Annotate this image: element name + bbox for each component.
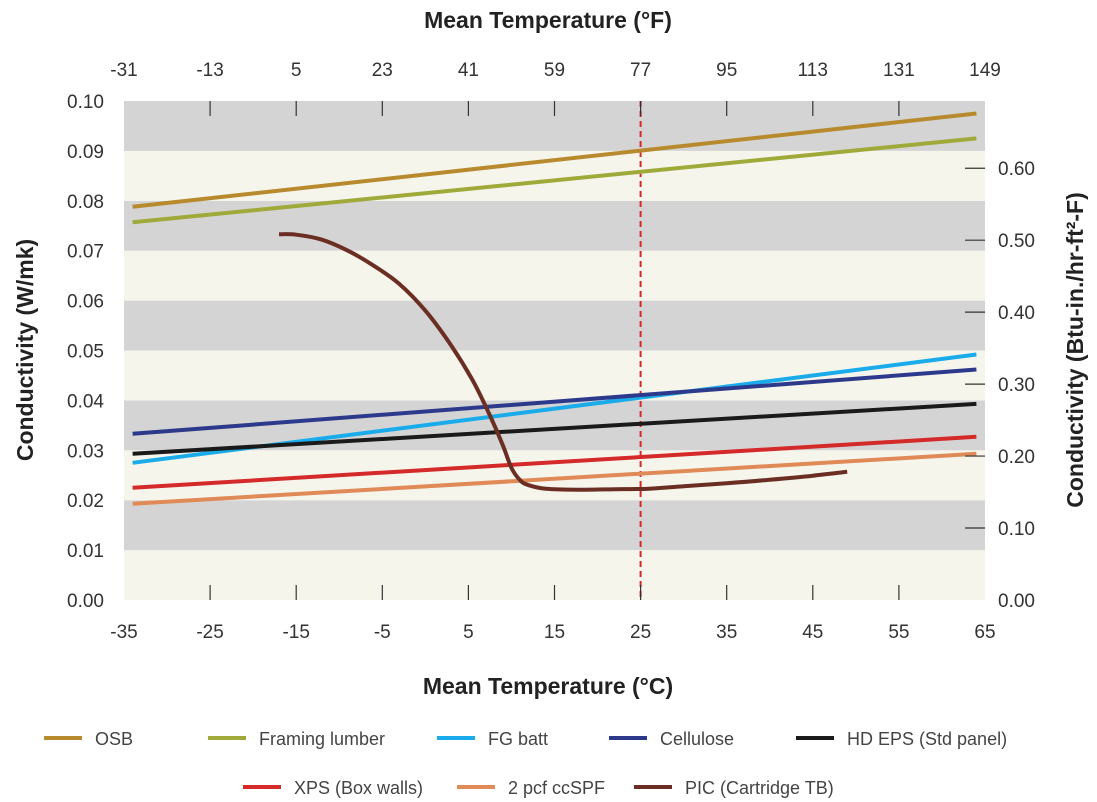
y-tick-label: 0.07 xyxy=(67,242,104,263)
x2-tick-label: 5 xyxy=(291,60,302,81)
x2-tick-label: 95 xyxy=(716,60,737,81)
legend-label-0: OSB xyxy=(95,729,133,749)
x2-tick-label: 23 xyxy=(372,60,393,81)
left-axis-title: Conductivity (W/mk) xyxy=(12,239,38,461)
x-tick-label: -25 xyxy=(196,622,223,643)
x-tick-label: 55 xyxy=(888,622,909,643)
y-tick-label: 0.00 xyxy=(67,591,104,612)
x-tick-label: 65 xyxy=(974,622,995,643)
x2-tick-label: 41 xyxy=(458,60,479,81)
y2-tick-label: 0.60 xyxy=(998,159,1035,180)
x2-tick-label: -13 xyxy=(196,60,223,81)
x2-tick-label: 77 xyxy=(630,60,651,81)
y2-tick-label: 0.00 xyxy=(998,591,1035,612)
tick-labels: -35 -25 -15 -5 5 15 25 35 45 55 65 -31 -13 5 23 41 59 77 9… xyxy=(67,60,1035,643)
y-tick-label: 0.08 xyxy=(67,192,104,213)
x-tick-label: -15 xyxy=(282,622,309,643)
legend-label-5: XPS (Box walls) xyxy=(294,778,423,798)
bottom-axis-title: Mean Temperature (°C) xyxy=(423,673,673,699)
y2-tick-label: 0.20 xyxy=(998,447,1035,468)
x2-tick-label: 149 xyxy=(969,60,1001,81)
y-tick-label: 0.06 xyxy=(67,292,104,313)
x-tick-label: 5 xyxy=(463,622,474,643)
x-tick-label: 15 xyxy=(544,622,565,643)
series-line-4 xyxy=(132,401,977,456)
series-line-0 xyxy=(132,111,977,209)
legend-label-7: PIC (Cartridge TB) xyxy=(685,778,834,798)
band-2 xyxy=(124,450,985,501)
series-line-1 xyxy=(132,136,977,225)
series-line-6 xyxy=(132,451,977,506)
y2-tick-label: 0.10 xyxy=(998,519,1035,540)
band-6 xyxy=(124,250,985,301)
x2-tick-label: 131 xyxy=(883,60,915,81)
series-line-3 xyxy=(132,367,977,436)
x-tick-label: 35 xyxy=(716,622,737,643)
y2-tick-label: 0.50 xyxy=(998,231,1035,252)
y-tick-label: 0.05 xyxy=(67,342,104,363)
band-5 xyxy=(124,300,985,351)
y2-tick-label: 0.30 xyxy=(998,375,1035,396)
series-line-7 xyxy=(278,232,848,492)
y-tick-label: 0.04 xyxy=(67,391,104,412)
right-axis-title: Conductivity (Btu-in./hr-ft²-F) xyxy=(1062,192,1088,508)
axis-ticks xyxy=(209,101,985,600)
background-bands xyxy=(124,101,985,600)
legend-label-2: FG batt xyxy=(488,729,548,749)
series-line-5 xyxy=(132,434,977,490)
top-axis-title: Mean Temperature (°F) xyxy=(424,7,672,33)
x-tick-label: -35 xyxy=(110,622,137,643)
y-tick-label: 0.02 xyxy=(67,491,104,512)
x2-tick-label: 59 xyxy=(544,60,565,81)
y-tick-label: 0.10 xyxy=(67,92,104,113)
x-tick-label: -5 xyxy=(374,622,391,643)
y-tick-label: 0.03 xyxy=(67,441,104,462)
legend-label-6: 2 pcf ccSPF xyxy=(508,778,605,798)
series-layer xyxy=(132,111,977,506)
y-tick-label: 0.01 xyxy=(67,541,104,562)
y-tick-label: 0.09 xyxy=(67,142,104,163)
x2-tick-label: 113 xyxy=(798,60,828,81)
legend-label-4: HD EPS (Std panel) xyxy=(847,729,1007,749)
legend-label-3: Cellulose xyxy=(660,729,734,749)
x-tick-label: 45 xyxy=(802,622,823,643)
band-1 xyxy=(124,500,985,551)
x-tick-label: 25 xyxy=(630,622,651,643)
band-4 xyxy=(124,350,985,401)
band-7 xyxy=(124,200,985,251)
x2-tick-label: -31 xyxy=(110,60,137,81)
y2-tick-label: 0.40 xyxy=(998,303,1035,324)
legend-label-1: Framing lumber xyxy=(259,729,385,749)
legend: OSB Framing lumber FG batt Cellulose HD EPS … xyxy=(44,729,1007,798)
